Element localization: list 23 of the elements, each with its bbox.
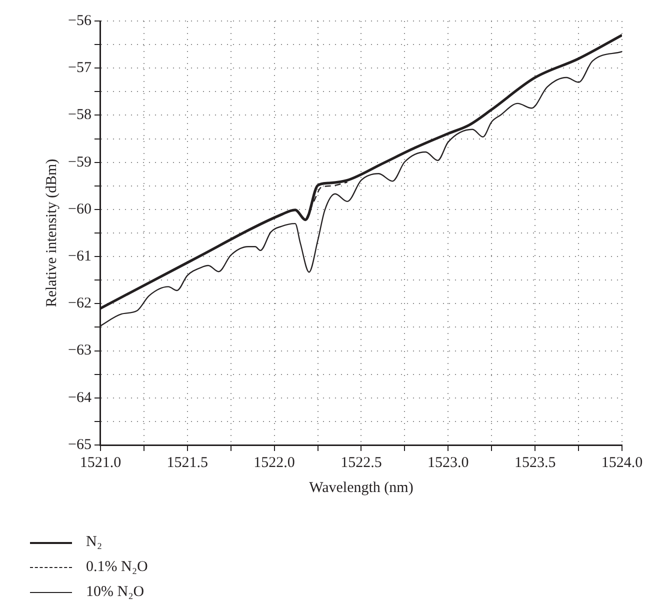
y-tick-label: −62 [68,296,92,312]
y-tick-label: −65 [68,436,92,453]
y-tick-label: −60 [68,201,92,218]
x-tick-label: 1521.0 [80,454,122,471]
y-tick-label: −58 [68,107,92,124]
legend-label: 0.1% N₂O [86,559,148,576]
y-tick-label: −64 [68,390,92,406]
x-tick-label: 1523.0 [428,454,469,471]
x-axis-title: Wavelength (nm) [309,480,414,496]
line-series [305,182,348,220]
y-axis-title: Relative intensity (dBm) [44,158,60,308]
x-tick-label: 1523.5 [514,454,556,471]
y-tick-label: −59 [68,154,92,170]
legend-label: 10% N₂O [86,584,144,601]
y-tick-label: −57 [68,60,92,76]
x-tick-label: 1522.5 [340,454,382,471]
legend-label: N₂ [86,534,102,551]
x-tick-label: 1524.0 [601,454,643,471]
y-tick-label: −63 [68,342,92,359]
y-tick-label: −56 [68,12,92,29]
y-tick-label: −61 [68,248,92,264]
x-tick-label: 1521.5 [166,454,208,471]
x-tick-label: 1522.0 [254,454,295,471]
